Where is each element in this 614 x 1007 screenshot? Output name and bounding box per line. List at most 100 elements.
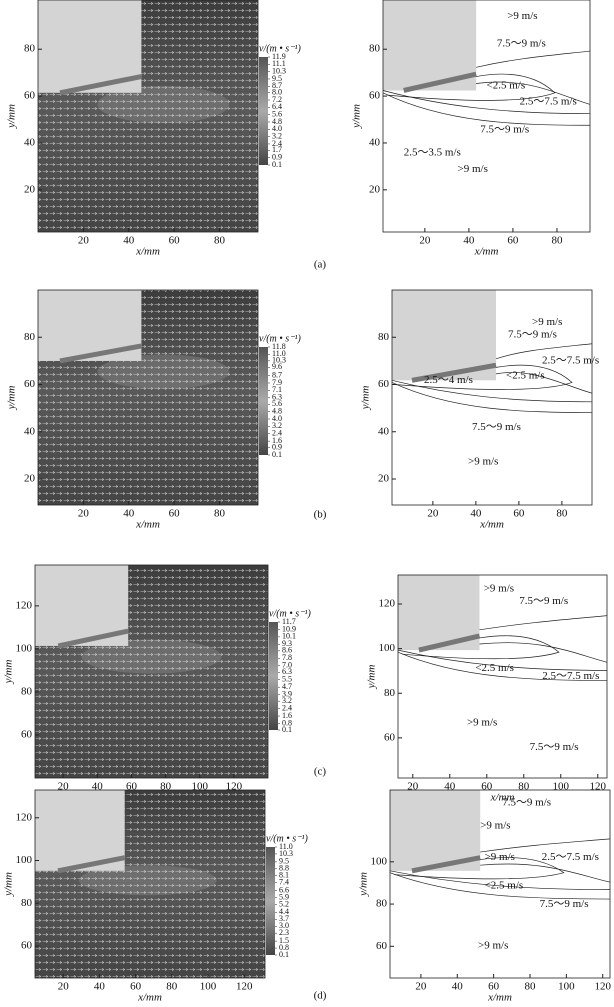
contour-line [387, 73, 556, 101]
plot-frame [391, 289, 593, 506]
contour-annotation: 7.5～9 m/s [519, 595, 568, 607]
y-tick-label: 20 [378, 473, 390, 485]
y-tick-label: 20 [369, 183, 381, 195]
y-tick-label: 80 [21, 685, 33, 697]
colorbar-label: 4.0 [272, 124, 282, 133]
colorbar-label: 1.5 [279, 936, 289, 945]
x-tick-label: 80 [551, 235, 563, 247]
colorbar-label: 6.4 [272, 102, 282, 111]
x-tick-label: 40 [470, 508, 482, 520]
colorbar-label: 3.2 [272, 131, 282, 140]
contour-annotation: 2.5～7.5 m/s [542, 851, 599, 863]
colorbar-label: 1.6 [272, 436, 282, 445]
colorbar-label: 2.4 [282, 703, 292, 712]
contour-line [480, 863, 611, 883]
contour-annotation: 2.5～4 m/s [424, 374, 473, 386]
y-tick-label: 60 [378, 378, 390, 390]
contour-annotation: <2.5 m/s [485, 879, 524, 891]
colorbar-label: 11.1 [272, 59, 286, 68]
colorbar-label: 0.8 [279, 943, 289, 952]
colorbar-label: 8.1 [279, 871, 289, 880]
contour-line [479, 642, 608, 663]
panel-label: (c) [314, 766, 327, 778]
contour-annotation: >9 m/s [507, 10, 537, 22]
panel: 20 40 60 80 100 120 60 80 100 120 x/mm y/mm v/(m • s… [3, 789, 611, 1004]
colorbar-label: 0.1 [272, 450, 282, 459]
y-tick-label: 80 [21, 897, 33, 909]
x-tick-label: 60 [481, 781, 493, 793]
x-axis-label: x/mm [135, 519, 160, 531]
colorbar-label: 9.3 [282, 639, 292, 648]
y-tick-label: 60 [24, 378, 36, 390]
colorbar-label: 6.6 [279, 885, 289, 894]
contour-line [389, 872, 611, 900]
y-tick-label: 80 [369, 43, 381, 55]
contour-annotation: 7.5～9 m/s [502, 797, 551, 809]
colorbar-label: 5.2 [279, 899, 289, 908]
contour-line [495, 372, 593, 394]
nozzle-strip [418, 633, 481, 653]
colorbar-label: 1.6 [282, 711, 292, 720]
colorbar-label: 6.3 [282, 667, 292, 676]
x-tick-label: 20 [407, 781, 419, 793]
colorbar-label: 10.3 [272, 66, 286, 75]
nozzle-strip [59, 74, 142, 96]
colorbar-label: 2.4 [272, 429, 282, 438]
colorbar-label: 7.0 [282, 661, 292, 670]
x-axis-label: x/mm [135, 246, 160, 258]
x-tick-label: 40 [94, 981, 106, 993]
colorbar-label: 1.7 [272, 145, 282, 154]
nozzle-strip [59, 343, 142, 364]
colorbar-label: 7.2 [272, 95, 282, 104]
nozzle-block [390, 790, 481, 871]
x-tick-label: 120 [590, 781, 607, 793]
contour-line [391, 382, 593, 413]
colorbar-label: 9.6 [272, 362, 282, 371]
nozzle-block [392, 290, 496, 381]
colorbar-label: 11.0 [279, 842, 293, 851]
colorbar-label: 5.9 [279, 892, 289, 901]
colorbar-label: 10.1 [282, 632, 296, 641]
x-tick-label: 80 [160, 781, 172, 793]
x-tick-label: 20 [58, 981, 70, 993]
x-tick-label: 40 [123, 235, 135, 247]
x-tick-label: 20 [78, 235, 90, 247]
y-tick-label: 60 [369, 90, 381, 102]
contour-annotation: 2.5～3.5 m/s [404, 147, 461, 159]
x-tick-label: 60 [169, 508, 181, 520]
colorbar: v/(m • s⁻¹)11.811.010.39.68.77.97.16.35.… [259, 333, 301, 459]
x-tick-label: 60 [126, 781, 138, 793]
contour-annotation: >9 m/s [458, 163, 488, 175]
panel-label: (b) [314, 509, 327, 521]
contour-annotation: 2.5～7.5 m/s [542, 670, 599, 682]
colorbar-scale [269, 622, 278, 730]
x-tick-label: 120 [594, 981, 611, 993]
contour-line [397, 651, 608, 681]
contour-line [382, 92, 591, 126]
plot-frame [34, 789, 266, 979]
y-tick-label: 80 [384, 687, 396, 699]
plot-frame [34, 564, 269, 779]
x-tick-label: 120 [226, 781, 243, 793]
contour-annotation: <2.5 m/s [506, 370, 545, 382]
colorbar-label: 6.3 [272, 393, 282, 402]
y-tick-label: 40 [378, 425, 390, 437]
colorbar-label: 8.6 [282, 646, 292, 655]
colorbar-label: 0.1 [272, 160, 282, 169]
colorbar-scale [259, 347, 268, 455]
nozzle-block [38, 0, 142, 93]
nozzle-strip [411, 855, 481, 874]
y-tick-label: 20 [24, 183, 36, 195]
x-tick-label: 100 [558, 981, 575, 993]
colorbar: v/(m • s⁻¹)11.010.39.58.88.17.46.65.95.2… [266, 833, 308, 959]
colorbar-label: 4.8 [272, 406, 282, 415]
x-tick-label: 60 [488, 981, 500, 993]
colorbar-label: 10.9 [282, 624, 296, 633]
colorbar-label: 0.1 [282, 725, 292, 734]
contour-line [391, 379, 593, 403]
colorbar-label: 3.7 [279, 914, 289, 923]
contour-line [394, 857, 565, 880]
x-tick-label: 40 [463, 235, 475, 247]
y-axis-label: y/mm [351, 104, 363, 129]
